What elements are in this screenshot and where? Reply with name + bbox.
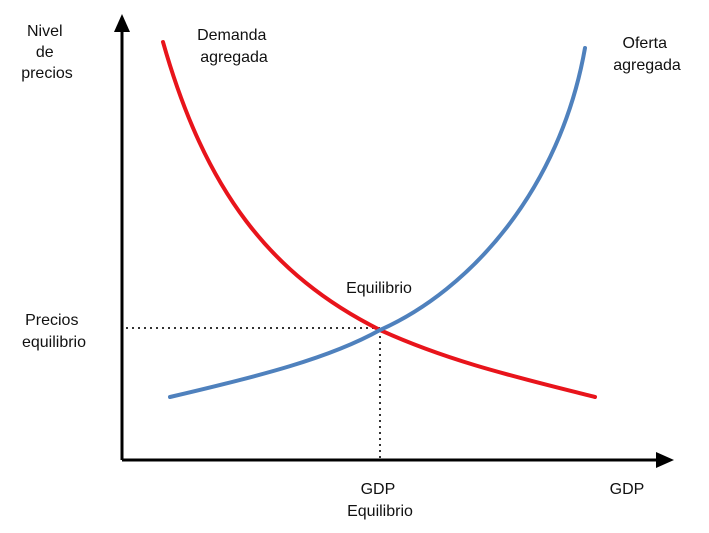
equilibrium-label: Equilibrio (346, 280, 412, 297)
supply-label: Oferta agregada (613, 35, 681, 74)
x-axis-label: GDP (610, 481, 645, 498)
demand-label: Demanda agregada (197, 27, 271, 66)
equilibrium-price-label: Precios equilibrio (22, 312, 86, 351)
aggregate-demand-curve (161, 40, 597, 399)
equilibrium-gdp-label: GDP Equilibrio (347, 481, 413, 520)
y-axis-label: Nivel de precios (21, 23, 73, 82)
x-axis-arrowhead (656, 452, 674, 468)
aggregate-supply-curve (168, 46, 587, 399)
y-axis-arrowhead (114, 14, 130, 32)
